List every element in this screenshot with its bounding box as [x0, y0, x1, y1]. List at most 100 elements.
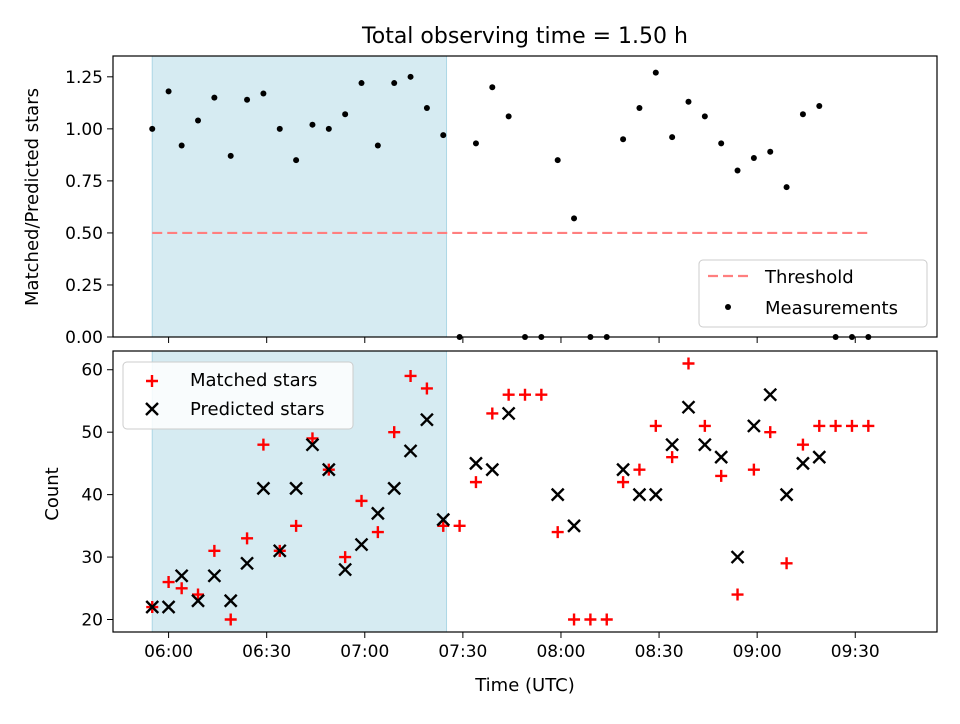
legend-matched-label: Matched stars: [190, 370, 317, 391]
matched-stars-point: [371, 526, 384, 539]
predicted-stars-point: [420, 412, 434, 427]
matched-stars-point: [780, 557, 793, 570]
legend-predicted-label: Predicted stars: [190, 399, 324, 420]
legend-box: [122, 361, 354, 430]
x-axis-label: Time (UTC): [474, 675, 575, 696]
matched-stars-point: [224, 613, 237, 626]
matched-stars-point: [862, 419, 875, 432]
ratio-shaded-window: [151, 55, 448, 338]
matched-stars-point: [306, 432, 319, 445]
measurements-point: [195, 117, 202, 124]
legend-matched-swatch: [146, 375, 158, 387]
measurements-point: [718, 140, 725, 147]
predicted-stars-point: [779, 487, 794, 502]
measurements-point: [407, 73, 414, 80]
matched-stars-point: [764, 426, 777, 439]
ratio-ytick-label: 1.25: [65, 68, 103, 88]
matched-stars-point: [698, 419, 711, 432]
matched-stars-point: [339, 551, 352, 564]
measurements-point: [652, 69, 659, 76]
count-ytick-label: 30: [81, 548, 103, 568]
measurements-point: [165, 88, 172, 95]
matched-stars-point: [437, 519, 450, 532]
legend-measurements-label: Measurements: [765, 298, 898, 319]
ratio-ytick-label: 1.00: [65, 120, 103, 140]
predicted-stars-point: [501, 406, 516, 421]
matched-stars-point: [813, 419, 826, 432]
measurements-point: [799, 111, 806, 118]
matched-stars-point: [453, 519, 466, 532]
measurements-point: [636, 105, 643, 112]
measurements-point: [505, 113, 512, 120]
measurements-point: [734, 167, 741, 174]
matched-stars-point: [649, 419, 662, 432]
count-axes-frame: [112, 350, 938, 633]
xtick-label: 07:00: [340, 642, 389, 662]
matched-stars-point: [796, 438, 809, 451]
matched-stars-point: [535, 388, 548, 401]
measurements-point: [260, 90, 267, 97]
matched-stars-point: [469, 476, 482, 489]
predicted-stars-point: [321, 462, 336, 477]
matched-stars-point: [551, 526, 564, 539]
predicted-stars-point: [567, 518, 581, 533]
matched-stars-point: [175, 582, 188, 595]
count-panel-ylabel: Count: [42, 467, 63, 520]
matched-stars-point: [584, 613, 597, 626]
matched-stars-point: [633, 463, 646, 476]
matched-stars-point: [666, 451, 679, 464]
measurements-point: [244, 96, 251, 103]
measurements-point: [342, 111, 349, 118]
measurements-point: [309, 121, 316, 128]
matched-stars-point: [420, 382, 433, 395]
predicted-stars-point: [289, 481, 303, 496]
ratio-ytick-label: 0.25: [65, 276, 103, 296]
measurements-point: [276, 125, 283, 132]
xtick-label: 08:30: [635, 642, 684, 662]
measurements-point: [227, 152, 234, 159]
predicted-stars-point: [485, 462, 500, 477]
predicted-stars-point: [240, 556, 254, 571]
measurements-point: [685, 98, 692, 105]
matched-stars-point: [257, 438, 270, 451]
predicted-stars-point: [550, 487, 565, 502]
predicted-stars-point: [256, 481, 271, 496]
predicted-stars-point: [207, 568, 222, 583]
legend-threshold-label: Threshold: [764, 267, 854, 288]
measurements-point: [391, 80, 398, 87]
matched-stars-point: [600, 613, 613, 626]
xtick-label: 08:00: [536, 642, 585, 662]
predicted-stars-point: [469, 456, 483, 471]
measurements-point: [178, 142, 185, 149]
matched-stars-point: [355, 494, 368, 507]
ratio-ytick-label: 0.75: [65, 172, 103, 192]
measurements-point: [554, 157, 561, 164]
predicted-stars-point: [648, 487, 663, 502]
predicted-stars-point: [403, 444, 418, 458]
matched-stars-point: [682, 357, 695, 370]
predicted-stars-point: [616, 462, 630, 477]
predicted-stars-point: [354, 537, 369, 552]
count-panel: 20 30 40 50 60 06:00 06:30 07:00 07:30 08:00 08:30…: [81, 350, 938, 662]
predicted-stars-point: [223, 593, 238, 608]
matched-stars-point: [845, 419, 858, 432]
ratio-panel-ylabel: Matched/Predicted stars: [22, 88, 43, 306]
matched-stars-point: [715, 469, 728, 482]
measurements-point: [211, 94, 218, 101]
xtick-label: 06:30: [242, 642, 291, 662]
legend-measurements-swatch: [725, 304, 731, 310]
ratio-ytick-label: 0.50: [65, 224, 103, 244]
measurements-point: [440, 132, 447, 139]
measurements-point: [358, 80, 365, 87]
predicted-stars-point: [305, 437, 320, 452]
ratio-panel: 0.00 0.25 0.50 0.75 1.00 1.25 Threshold Measure…: [65, 55, 938, 348]
matched-stars-point: [568, 613, 581, 626]
measurements-point: [571, 215, 578, 222]
matched-stars-point: [404, 369, 417, 382]
measurements-point: [620, 136, 627, 143]
matched-stars-point: [208, 544, 221, 557]
measurements-point: [472, 140, 479, 147]
count-ytick-label: 60: [81, 361, 103, 381]
predicted-stars-point: [747, 419, 761, 433]
